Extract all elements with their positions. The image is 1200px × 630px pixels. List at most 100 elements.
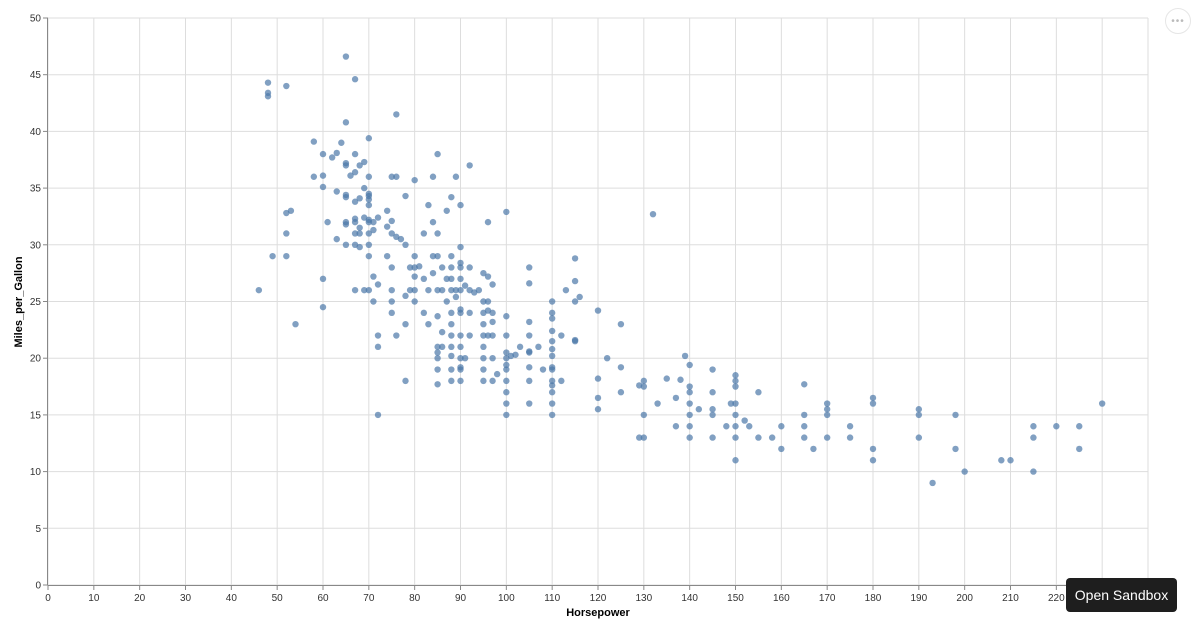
data-point [741, 417, 748, 424]
data-point [998, 457, 1005, 464]
data-point [420, 309, 428, 317]
data-point [402, 192, 409, 200]
data-point [686, 389, 693, 396]
data-point [489, 355, 496, 362]
data-point [801, 411, 808, 419]
x-tick-label: 40 [226, 593, 238, 604]
data-point [283, 82, 290, 90]
data-point [512, 351, 519, 358]
data-point [594, 394, 602, 402]
data-point [539, 366, 547, 373]
data-point [869, 445, 877, 453]
data-point [778, 423, 785, 430]
y-tick-label: 45 [30, 70, 42, 81]
y-tick-label: 50 [30, 14, 42, 25]
data-point [351, 150, 359, 158]
data-point [654, 400, 661, 407]
data-point [617, 389, 625, 396]
data-point [709, 411, 716, 419]
data-point [383, 223, 391, 230]
data-point [915, 434, 923, 441]
data-point [548, 345, 556, 353]
chart-actions-menu-button[interactable]: ••• [1165, 8, 1191, 34]
data-point [356, 230, 363, 237]
data-point [448, 275, 455, 283]
data-point [434, 252, 441, 260]
data-point [480, 332, 487, 339]
data-point [342, 119, 350, 126]
data-point [686, 411, 693, 419]
data-point [466, 264, 473, 271]
data-point [310, 138, 318, 145]
data-point [1030, 423, 1037, 430]
data-point [617, 320, 625, 328]
data-point [823, 411, 831, 419]
data-point [370, 218, 377, 226]
data-point [457, 243, 464, 251]
data-point [402, 377, 409, 385]
data-point [351, 198, 359, 205]
data-point [548, 389, 556, 396]
data-point [480, 377, 487, 385]
data-point [342, 241, 350, 248]
data-point [503, 411, 510, 419]
data-point [1098, 400, 1106, 407]
data-point [356, 243, 363, 251]
data-point [503, 349, 510, 356]
data-point [351, 286, 359, 294]
data-point [434, 313, 441, 320]
data-point [732, 383, 739, 390]
open-sandbox-button[interactable]: Open Sandbox [1066, 578, 1177, 612]
data-point [746, 423, 753, 430]
more-icon: ••• [1171, 15, 1185, 27]
data-point [503, 361, 510, 369]
data-point [732, 434, 739, 441]
x-tick-label: 180 [865, 593, 882, 604]
data-point [535, 343, 542, 351]
data-point [475, 286, 483, 294]
data-point [434, 349, 441, 356]
data-point [686, 400, 693, 407]
data-point [801, 434, 808, 441]
data-point [457, 343, 464, 351]
data-point [571, 298, 579, 305]
data-point [466, 309, 473, 317]
data-point [526, 332, 533, 339]
data-point [636, 434, 643, 441]
data-point [374, 214, 382, 221]
data-point [480, 355, 487, 362]
data-point [374, 411, 382, 419]
data-point [319, 275, 327, 283]
data-point [823, 434, 831, 441]
data-point [709, 389, 716, 396]
x-tick-label: 190 [910, 593, 927, 604]
data-point [351, 169, 359, 176]
data-points [255, 53, 1106, 487]
data-point [402, 292, 409, 300]
data-point [292, 320, 299, 328]
data-point [466, 162, 473, 169]
x-tick-label: 20 [134, 593, 146, 604]
y-tick-label: 0 [35, 581, 41, 592]
data-point [526, 377, 533, 385]
data-point [801, 381, 808, 388]
data-point [677, 376, 684, 383]
data-point [342, 221, 350, 228]
data-point [489, 281, 496, 288]
data-point [333, 188, 340, 195]
data-point [393, 332, 400, 339]
data-point [571, 255, 579, 262]
data-point [503, 389, 510, 396]
data-point [961, 468, 968, 475]
data-point [425, 320, 432, 328]
data-point [448, 309, 455, 317]
data-point [283, 252, 290, 260]
data-point [594, 307, 602, 314]
x-axis-title: Horsepower [566, 607, 630, 619]
data-point [406, 264, 414, 271]
data-point [915, 411, 923, 419]
data-point [443, 298, 450, 305]
data-point [846, 434, 854, 441]
data-point [727, 400, 735, 407]
data-point [915, 406, 923, 413]
